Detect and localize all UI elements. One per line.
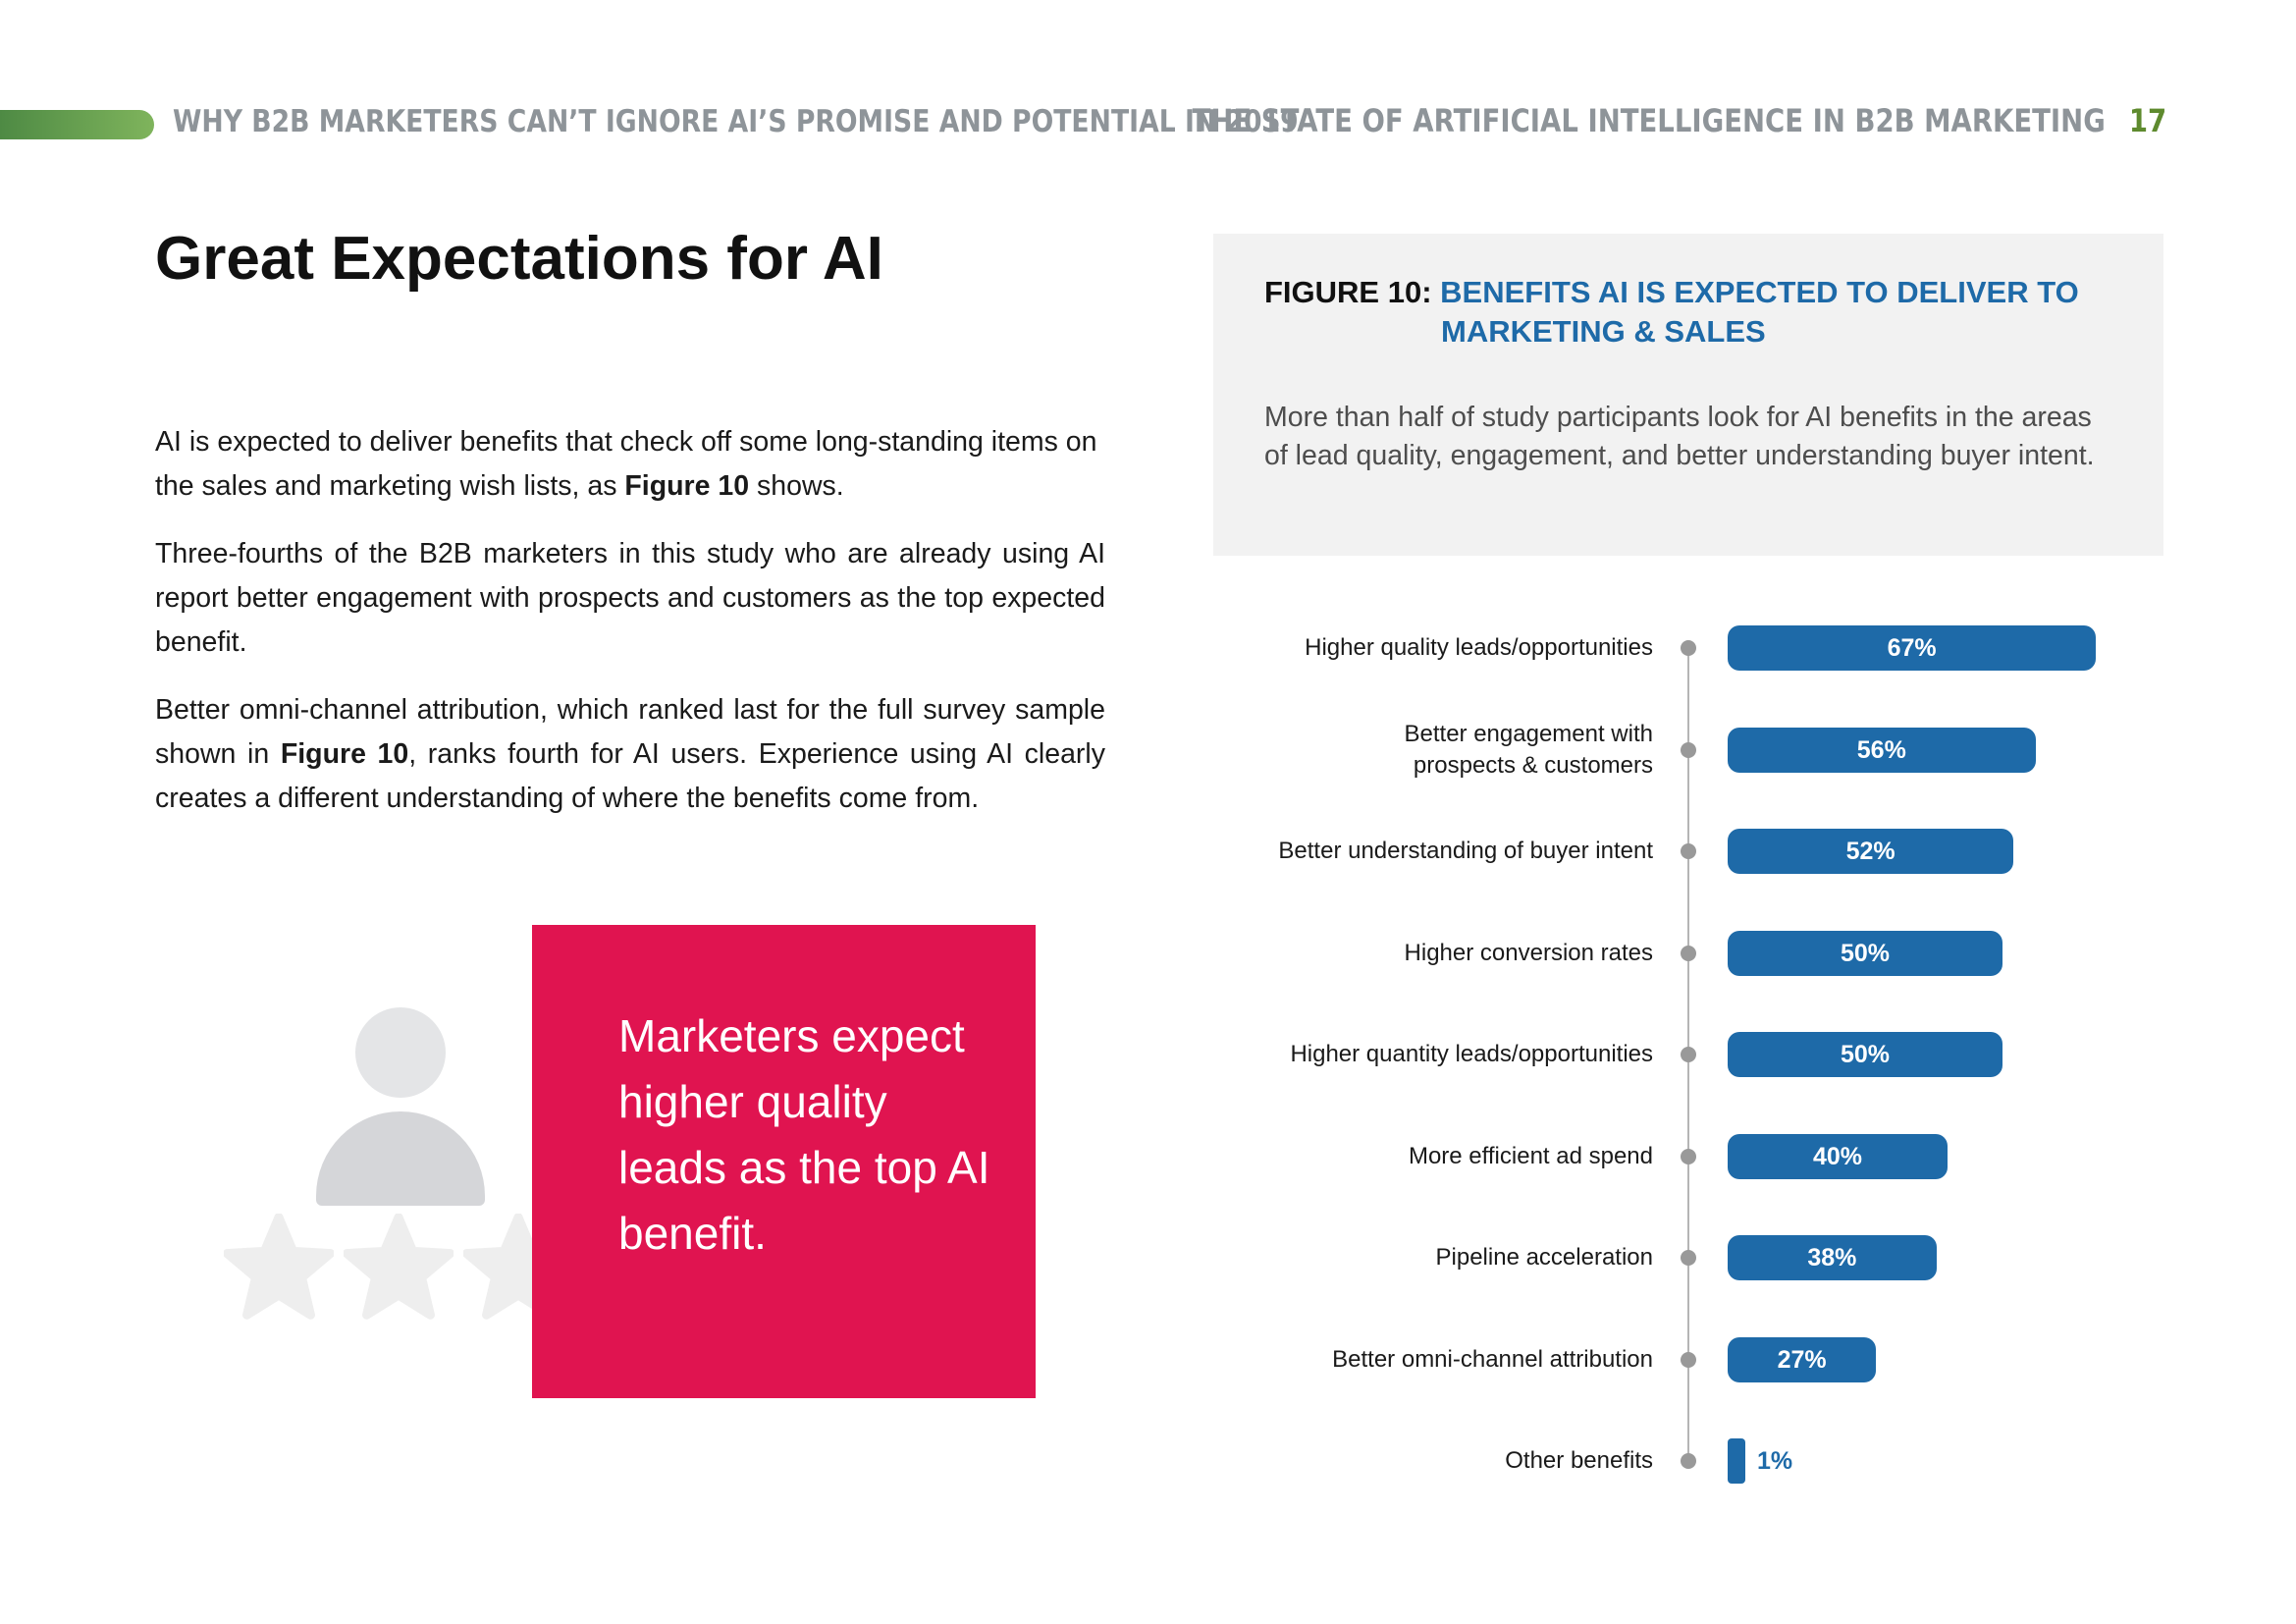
header-accent-bar <box>0 110 154 139</box>
row-marker-dot <box>1681 1047 1696 1062</box>
row-marker-dot <box>1681 1250 1696 1266</box>
bar-value-label: 1% <box>1757 1447 1793 1475</box>
paragraph-3-text: Better omni-channel attribution, which r… <box>155 694 1105 770</box>
bar <box>1728 1235 1937 1280</box>
row-marker-dot <box>1681 741 1696 758</box>
bar <box>1728 1336 1877 1382</box>
bar-value-label: 38% <box>1807 1244 1857 1272</box>
paragraph-2-text: Three-fourths of the B2B marketers in th… <box>155 538 1105 658</box>
figure-header-panel: FIGURE 10: BENEFITS AI IS EXPECTED TO DE… <box>1213 234 2163 556</box>
figure-title: FIGURE 10: BENEFITS AI IS EXPECTED TO DE… <box>1264 273 2079 352</box>
category-label: Pipeline acceleration <box>1435 1244 1653 1271</box>
category-label: Higher conversion rates <box>1404 939 1653 966</box>
category-label: Higher quantity leads/opportunities <box>1290 1041 1653 1067</box>
bar-value-label: 40% <box>1812 1142 1863 1170</box>
row-marker-dot <box>1681 1351 1696 1368</box>
category-label: Better engagement with prospects & custom… <box>1404 720 1654 779</box>
star-icon <box>224 1214 334 1320</box>
bar <box>1728 930 2002 976</box>
article-body: AI is expected to deliver benefits that … <box>155 420 1105 844</box>
person-head-icon <box>355 1007 446 1098</box>
figure-title-line-2: MARKETING & SALES <box>1441 314 1766 349</box>
bar-value-label: 50% <box>1840 1041 1891 1068</box>
bar <box>1728 1133 1948 1179</box>
paragraph-3-text-end: , ranks fourth for AI users. Experience … <box>155 738 1106 814</box>
figure-description: More than half of study participants loo… <box>1264 402 2095 471</box>
figure-title-line-1: BENEFITS AI IS EXPECTED TO DELIVER TO <box>1440 275 2079 309</box>
row-marker-dot <box>1681 1148 1696 1164</box>
bar-value-label: 52% <box>1845 838 1896 865</box>
row-marker-dot <box>1681 843 1696 859</box>
category-label: Better understanding of buyer intent <box>1278 838 1653 864</box>
category-label: More efficient ad spend <box>1408 1142 1653 1169</box>
row-marker-dot <box>1681 945 1696 961</box>
bar <box>1728 1438 1745 1484</box>
category-label: Other benefits <box>1505 1447 1653 1474</box>
bar <box>1728 727 2036 773</box>
callout-text: Marketers expect higher quality leads as… <box>618 1010 990 1259</box>
row-marker-dot <box>1681 640 1696 656</box>
page-heading: Great Expectations for AI <box>155 225 883 293</box>
row-marker-dot <box>1681 1453 1696 1469</box>
paragraph-2: Three-fourths of the B2B marketers in th… <box>155 532 1105 665</box>
section-title: WHY B2B MARKETERS CAN’T IGNORE AI’S PROM… <box>173 104 1299 139</box>
paragraph-3: Better omni-channel attribution, which r… <box>155 688 1105 821</box>
bar-value-label: 50% <box>1840 939 1891 967</box>
bar <box>1728 829 2014 874</box>
callout-box: Marketers expect higher quality leads as… <box>532 925 1036 1398</box>
bar-value-label: 67% <box>1887 634 1937 662</box>
figure-reference: Figure 10 <box>624 470 750 502</box>
category-label: Better omni-channel attribution <box>1332 1345 1653 1373</box>
paragraph-1-text: AI is expected to deliver benefits that … <box>155 426 1097 502</box>
paragraph-1: AI is expected to deliver benefits that … <box>155 420 1105 509</box>
paragraph-1-text-end: shows. <box>749 470 844 502</box>
bar <box>1728 1032 2002 1077</box>
bar <box>1728 625 2097 671</box>
star-icon <box>344 1214 454 1320</box>
figure-number: FIGURE 10: <box>1264 275 1432 309</box>
report-title: THE STATE OF ARTIFICIAL INTELLIGENCE IN … <box>1192 102 2166 139</box>
bar-value-label: 27% <box>1777 1345 1827 1374</box>
report-title-text: THE STATE OF ARTIFICIAL INTELLIGENCE IN … <box>1192 102 2106 139</box>
category-label: Higher quality leads/opportunities <box>1305 634 1653 661</box>
figure-reference: Figure 10 <box>280 738 409 770</box>
bar-value-label: 56% <box>1856 735 1906 764</box>
page-number: 17 <box>2128 102 2166 139</box>
person-body-icon <box>316 1111 485 1206</box>
